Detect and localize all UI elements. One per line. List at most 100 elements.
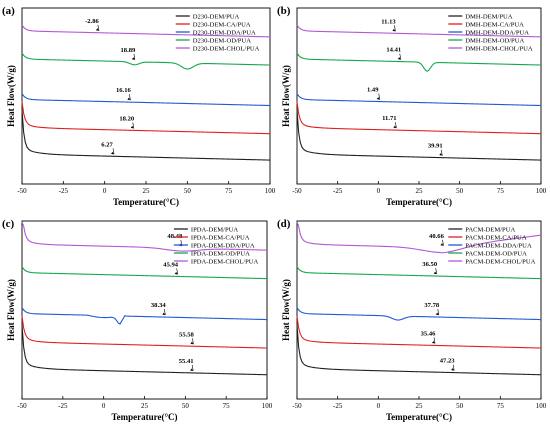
- tg-arrowhead: [190, 368, 194, 371]
- tg-label: 37.78: [424, 302, 440, 309]
- series-line: [296, 266, 542, 280]
- x-tick-label: -50: [292, 187, 302, 195]
- x-tick-label: -50: [17, 402, 27, 410]
- legend: IPDA-DEM/PUAIPDA-DEM-CA/PUAIPDA-DEM-DDA/…: [173, 226, 259, 265]
- tg-arrow: [129, 94, 131, 101]
- tg-label: 16.16: [116, 87, 132, 94]
- tg-arrowhead: [392, 28, 396, 32]
- tg-arrowhead: [95, 28, 99, 31]
- tg-arrowhead: [190, 341, 194, 345]
- legend: DMH-DEM/PUADMH-DEM-CA/PUADMH-DEM-DDA/PUA…: [448, 13, 533, 52]
- tg-label: 40.66: [429, 233, 445, 240]
- legend-item-label: PACM-DEM/PUA: [465, 226, 515, 233]
- x-tick-label: -25: [333, 187, 343, 195]
- series-line: [21, 101, 271, 135]
- x-tick-label: 50: [456, 187, 464, 195]
- x-tick-label: 25: [141, 402, 149, 410]
- tg-label: 11.71: [382, 115, 396, 122]
- series-line: [21, 315, 268, 349]
- series-line: [21, 221, 268, 252]
- tg-label: 14.41: [386, 47, 401, 54]
- tg-arrowhead: [130, 125, 134, 129]
- x-tick-label: 0: [103, 187, 107, 195]
- tg-label: 38.34: [151, 302, 167, 309]
- tg-arrowhead: [393, 125, 397, 129]
- tg-arrowhead: [127, 97, 131, 101]
- tg-label: 45.94: [163, 261, 179, 268]
- tg-label: -2.86: [85, 18, 99, 25]
- x-axis-title: Temperature(°C): [111, 412, 177, 422]
- tg-label: 35.46: [421, 330, 437, 337]
- x-tick-label: 25: [416, 402, 424, 410]
- tg-arrow: [132, 122, 135, 129]
- legend-item-label: D230-DEM-CA/PUA: [193, 21, 251, 28]
- legend-item-label: PACM-DEM-OD/PUA: [465, 250, 527, 257]
- tg-arrow: [191, 364, 194, 372]
- series-line: [296, 24, 542, 38]
- series-line: [296, 315, 542, 349]
- series-line: [296, 324, 542, 376]
- panel-label: (a): [2, 5, 15, 17]
- series-line: [296, 221, 542, 254]
- legend-item-label: IPDA-DEM-DDA/PUA: [191, 242, 255, 249]
- x-tick-label: 0: [377, 402, 381, 410]
- chart-panel-2: (b) -50 -25 0 25 50 75 100 Temperature(°C) Heat F…: [277, 5, 547, 207]
- tg-arrowhead: [162, 312, 166, 316]
- tg-arrowhead: [439, 153, 443, 156]
- x-tick-label: 50: [456, 402, 464, 410]
- tg-arrow: [192, 338, 194, 345]
- legend-item-label: IPDA-DEM-CHOL/PUA: [191, 258, 259, 265]
- tg-label: 18.20: [119, 115, 135, 122]
- series-line: [21, 93, 271, 107]
- tg-arrow: [112, 148, 115, 155]
- tg-label: 11.13: [381, 18, 396, 25]
- tg-arrow: [394, 25, 396, 32]
- x-axis-title: Temperature(°C): [113, 197, 179, 207]
- tg-arrowhead: [131, 57, 135, 60]
- tg-arrow: [452, 364, 455, 371]
- legend-item-label: DMH-DEM/PUA: [465, 13, 512, 20]
- tg-arrow: [97, 24, 100, 31]
- series-line: [296, 101, 542, 135]
- x-tick-label: 0: [377, 187, 381, 195]
- x-tick-label: 100: [536, 402, 547, 410]
- tg-label: 1.49: [367, 87, 379, 94]
- tg-label: 6.27: [101, 141, 113, 148]
- panel-label: (c): [2, 218, 15, 230]
- panel-label: (d): [277, 218, 291, 230]
- legend-item-label: D230-DEM-DDA/PUA: [193, 29, 256, 36]
- chart-panel-3: (c) -50 -25 0 25 50 75 100 Temperature(°C) Heat F…: [2, 218, 273, 422]
- tg-arrow: [133, 53, 136, 60]
- x-tick-label: 100: [265, 187, 276, 195]
- series-line: [21, 24, 271, 38]
- x-tick-label: -50: [292, 402, 302, 410]
- x-tick-label: 75: [497, 187, 505, 195]
- chart-panel-4: (d) -50 -25 0 25 50 75 100 Temperature(°C) Heat F…: [277, 218, 547, 422]
- x-tick-label: -50: [17, 187, 27, 195]
- x-tick-label: 0: [102, 402, 106, 410]
- tg-label: 47.23: [440, 358, 456, 365]
- legend-item-label: DMH-DEM-CA/PUA: [465, 21, 524, 28]
- tg-arrowhead: [435, 312, 439, 316]
- tg-arrowhead: [397, 57, 401, 60]
- tg-arrowhead: [111, 151, 115, 155]
- tg-arrow: [435, 268, 438, 275]
- tg-arrow: [399, 53, 402, 60]
- tg-arrowhead: [440, 243, 444, 246]
- tg-arrow: [378, 93, 381, 100]
- x-tick-label: 75: [225, 187, 233, 195]
- x-tick-label: 100: [536, 187, 547, 195]
- legend-item-label: IPDA-DEM-OD/PUA: [191, 250, 250, 257]
- tg-arrowhead: [432, 340, 436, 344]
- legend-item-label: PACM-DEM-CA/PUA: [465, 234, 527, 241]
- tg-arrowhead: [174, 271, 178, 275]
- legend-item-label: IPDA-DEM/PUA: [191, 226, 238, 233]
- panel-label: (b): [277, 5, 291, 17]
- y-axis-title: Heat Flow(W/g): [281, 279, 291, 341]
- chart-panel-1: (a) -50 -25 0 25 50 75 100 Temperature(°C) Heat F…: [2, 5, 276, 207]
- series-line: [21, 52, 271, 70]
- legend-item-label: PACM-DEM-CHOL/PUA: [465, 258, 535, 265]
- legend-item-label: D230-DEM-OD/PUA: [193, 37, 251, 44]
- tg-arrow: [395, 122, 397, 129]
- legend-item-label: DMH-DEM-CHOL/PUA: [465, 45, 533, 52]
